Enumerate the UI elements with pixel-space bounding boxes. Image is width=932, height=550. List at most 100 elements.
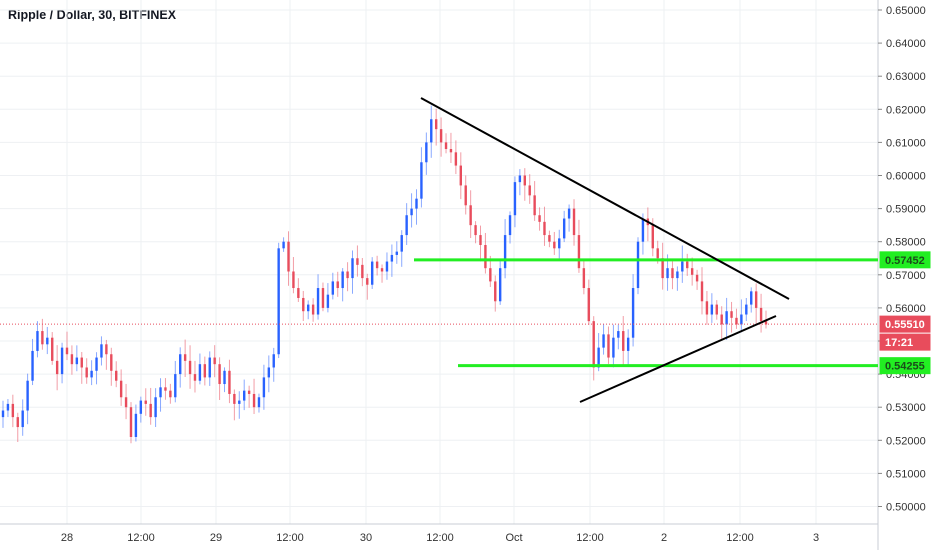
candle-body [370, 261, 374, 285]
candle-body [6, 403, 10, 411]
candle-body [474, 225, 477, 236]
candle-body [705, 301, 709, 315]
candle-body [46, 337, 49, 345]
candle-body [233, 393, 236, 404]
candle-body [686, 261, 689, 269]
candle-body [36, 331, 39, 351]
resistance-price-label: 0.57452 [879, 251, 931, 269]
candle-body [110, 354, 113, 371]
candle-body [562, 218, 566, 239]
candle-body [661, 258, 664, 279]
candle-body [690, 268, 694, 275]
candle-body [676, 271, 679, 279]
candle-body [183, 354, 187, 361]
candle-body [26, 380, 29, 411]
candle-body [415, 198, 418, 209]
candle-body [65, 347, 69, 355]
candle-body [302, 297, 305, 312]
candle-body [631, 288, 635, 338]
candle-body [267, 367, 271, 378]
candle-body [533, 195, 536, 216]
candle-body [129, 407, 133, 437]
countdown-label: 17:21 [879, 333, 931, 351]
candle-body [336, 281, 339, 289]
candle-body [321, 288, 325, 308]
candle-body [759, 307, 763, 322]
candle-body [577, 235, 581, 269]
candle-body [316, 288, 320, 315]
candle-body [754, 291, 758, 308]
candle-body [366, 278, 369, 285]
candle-body [85, 367, 88, 378]
candle-body [169, 390, 172, 398]
candle-body [380, 268, 384, 272]
descending-trendline[interactable] [420, 97, 790, 300]
candle-body [60, 347, 64, 375]
candle-body [1, 410, 5, 418]
candle-body [292, 271, 295, 289]
candle-body [425, 142, 428, 163]
candle-body [238, 400, 241, 404]
candle-body [503, 235, 507, 269]
candle-body [484, 245, 487, 269]
candle-body [119, 380, 123, 398]
candle-body [469, 205, 472, 226]
candle-body [90, 370, 93, 378]
candle-body [602, 334, 605, 348]
candle-body [134, 413, 138, 437]
candle-body [750, 291, 753, 305]
candle-body [105, 344, 108, 355]
candle-body [651, 225, 654, 249]
time-axis[interactable]: 28 12:00 29 12:00 30 12:00 Oct 12:00 2 12:00 3 [61, 532, 819, 544]
candle-body [361, 264, 364, 279]
chart-title: Ripple / Dollar, 30, BITFINEX [8, 8, 177, 22]
candle-body [730, 311, 733, 318]
time-tick-label: 2 [661, 532, 667, 544]
time-tick-label: 12:00 [576, 532, 604, 544]
candle-body [710, 304, 714, 315]
candle-body [641, 218, 645, 242]
candle-body [159, 387, 162, 398]
candle-body [139, 400, 143, 414]
candle-body [626, 337, 630, 351]
time-tick-label: 12:00 [127, 532, 155, 544]
candle-body [375, 261, 379, 269]
candle-body [243, 390, 246, 401]
candle-body [11, 403, 15, 418]
candle-body [656, 248, 659, 259]
candle-body [174, 374, 177, 398]
candle-body [31, 350, 34, 381]
candle-body [115, 370, 118, 381]
support-price-label: 0.54255 [879, 357, 931, 375]
candle-body [272, 354, 275, 368]
candle-body [252, 393, 256, 408]
candle-body [464, 185, 467, 206]
price-axis[interactable]: 0.65000 0.64000 0.63000 0.62000 0.61000 0.600… [878, 5, 926, 514]
grid [0, 0, 878, 524]
price-tick-label: 0.60000 [886, 171, 926, 183]
candle-body [262, 377, 266, 398]
candle-body [144, 400, 147, 404]
candle-body [518, 175, 522, 183]
candle-body [612, 337, 615, 358]
candle-body [218, 364, 221, 385]
candle-body [671, 268, 674, 279]
candle-body [622, 331, 625, 351]
candle-body [582, 268, 586, 289]
resistance-price-label-bg [879, 251, 931, 269]
candle-body [617, 331, 620, 338]
candle-body [498, 268, 502, 302]
price-tick-label: 0.51000 [886, 468, 926, 480]
support-price-label-text: 0.54255 [885, 361, 925, 373]
ascending-trendline[interactable] [579, 315, 777, 403]
time-tick-label: 29 [210, 532, 222, 544]
candle-body [420, 162, 423, 199]
time-tick-label: 30 [360, 532, 372, 544]
candle-body [666, 268, 669, 279]
time-tick-label: 28 [61, 532, 73, 544]
price-tick-label: 0.63000 [886, 71, 926, 83]
resistance-price-label-text: 0.57452 [885, 255, 925, 267]
candle-body [346, 271, 349, 279]
candle-body [307, 304, 310, 312]
